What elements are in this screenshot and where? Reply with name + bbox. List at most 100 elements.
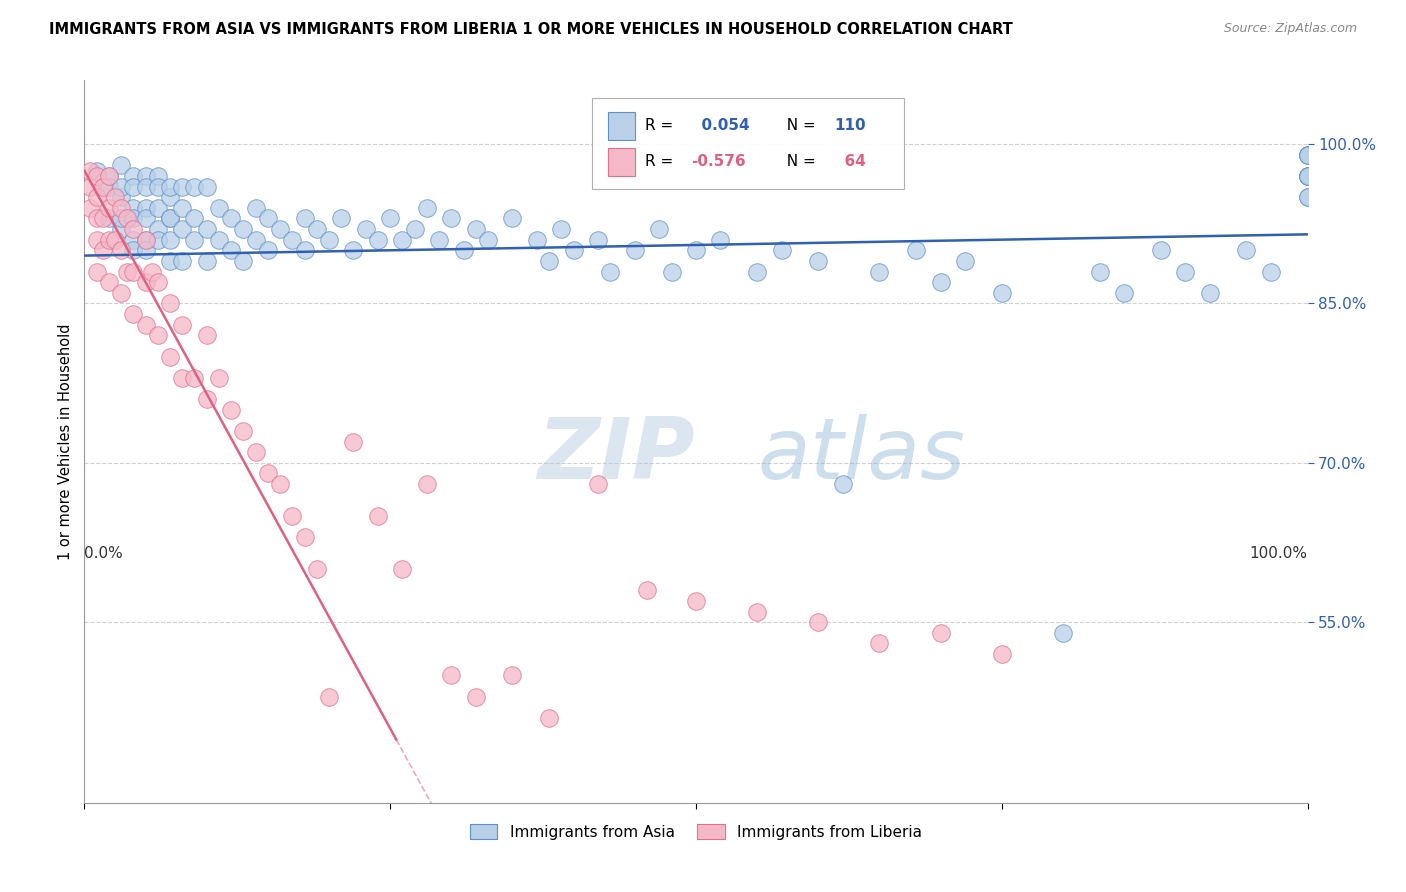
Point <box>97 233 120 247</box>
Point <box>135 169 157 183</box>
Text: 100.0%: 100.0% <box>1250 546 1308 561</box>
Point <box>1296 169 1319 183</box>
Point <box>86 211 108 226</box>
Point <box>110 211 132 226</box>
Bar <box>607 112 636 139</box>
Point <box>110 201 132 215</box>
Point <box>122 307 145 321</box>
Text: N =: N = <box>776 154 820 169</box>
Point <box>1236 244 1258 258</box>
Point <box>135 233 157 247</box>
Point <box>159 350 181 364</box>
Point <box>929 275 952 289</box>
Point <box>318 690 340 704</box>
Point <box>1296 190 1319 204</box>
Point <box>110 190 132 204</box>
Point <box>502 668 524 682</box>
Point <box>1260 264 1282 278</box>
Point <box>135 275 157 289</box>
Point <box>453 244 475 258</box>
Text: 110: 110 <box>834 118 866 133</box>
Point <box>869 636 891 650</box>
Point <box>159 296 181 310</box>
Point <box>770 244 793 258</box>
Point <box>1150 244 1173 258</box>
Point <box>122 179 145 194</box>
Point <box>146 222 169 236</box>
Point <box>195 392 218 406</box>
Point <box>79 163 101 178</box>
Point <box>1296 147 1319 161</box>
Point <box>294 530 316 544</box>
Point <box>208 233 231 247</box>
Point <box>115 264 138 278</box>
Point <box>146 275 169 289</box>
Point <box>91 244 114 258</box>
Text: N =: N = <box>776 118 820 133</box>
Point <box>440 211 463 226</box>
Point <box>135 211 157 226</box>
Point <box>97 201 120 215</box>
Point <box>257 244 280 258</box>
Point <box>342 244 364 258</box>
Point <box>586 477 609 491</box>
Point <box>110 179 132 194</box>
Point <box>183 233 205 247</box>
Point <box>636 583 658 598</box>
Point <box>146 328 169 343</box>
Point <box>269 477 291 491</box>
Text: 0.0%: 0.0% <box>84 546 124 561</box>
Point <box>1198 285 1220 300</box>
Point <box>86 264 108 278</box>
Text: R =: R = <box>644 154 678 169</box>
Point <box>1114 285 1136 300</box>
Point <box>245 445 267 459</box>
Point <box>86 190 108 204</box>
Point <box>709 233 731 247</box>
Point <box>305 562 328 576</box>
Point <box>586 233 609 247</box>
Point <box>97 169 120 183</box>
Point <box>122 201 145 215</box>
Point <box>685 244 707 258</box>
Point <box>538 254 561 268</box>
Point <box>550 222 572 236</box>
Point <box>172 254 194 268</box>
Point <box>440 668 463 682</box>
Point <box>135 318 157 332</box>
Point <box>354 222 377 236</box>
Point <box>146 169 169 183</box>
Point <box>79 201 101 215</box>
Point <box>245 201 267 215</box>
Text: 0.054: 0.054 <box>692 118 749 133</box>
Point <box>110 222 132 236</box>
Point <box>464 690 486 704</box>
Point <box>159 233 181 247</box>
FancyBboxPatch shape <box>592 98 904 189</box>
Point <box>172 179 194 194</box>
Point <box>232 254 254 268</box>
Point <box>416 477 439 491</box>
Y-axis label: 1 or more Vehicles in Household: 1 or more Vehicles in Household <box>58 323 73 560</box>
Point <box>135 201 157 215</box>
Point <box>183 179 205 194</box>
Point <box>183 211 205 226</box>
Point <box>330 211 353 226</box>
Point <box>807 615 830 630</box>
Point <box>97 275 120 289</box>
Point <box>953 254 976 268</box>
Text: R =: R = <box>644 118 678 133</box>
Point <box>110 285 132 300</box>
Point <box>1296 169 1319 183</box>
Point <box>391 562 413 576</box>
Point <box>159 179 181 194</box>
Point <box>416 201 439 215</box>
Text: -0.576: -0.576 <box>692 154 745 169</box>
Point <box>464 222 486 236</box>
Point <box>195 254 218 268</box>
Point <box>219 211 242 226</box>
Point <box>807 254 830 268</box>
Point <box>97 179 120 194</box>
Point <box>1296 147 1319 161</box>
Point <box>159 211 181 226</box>
